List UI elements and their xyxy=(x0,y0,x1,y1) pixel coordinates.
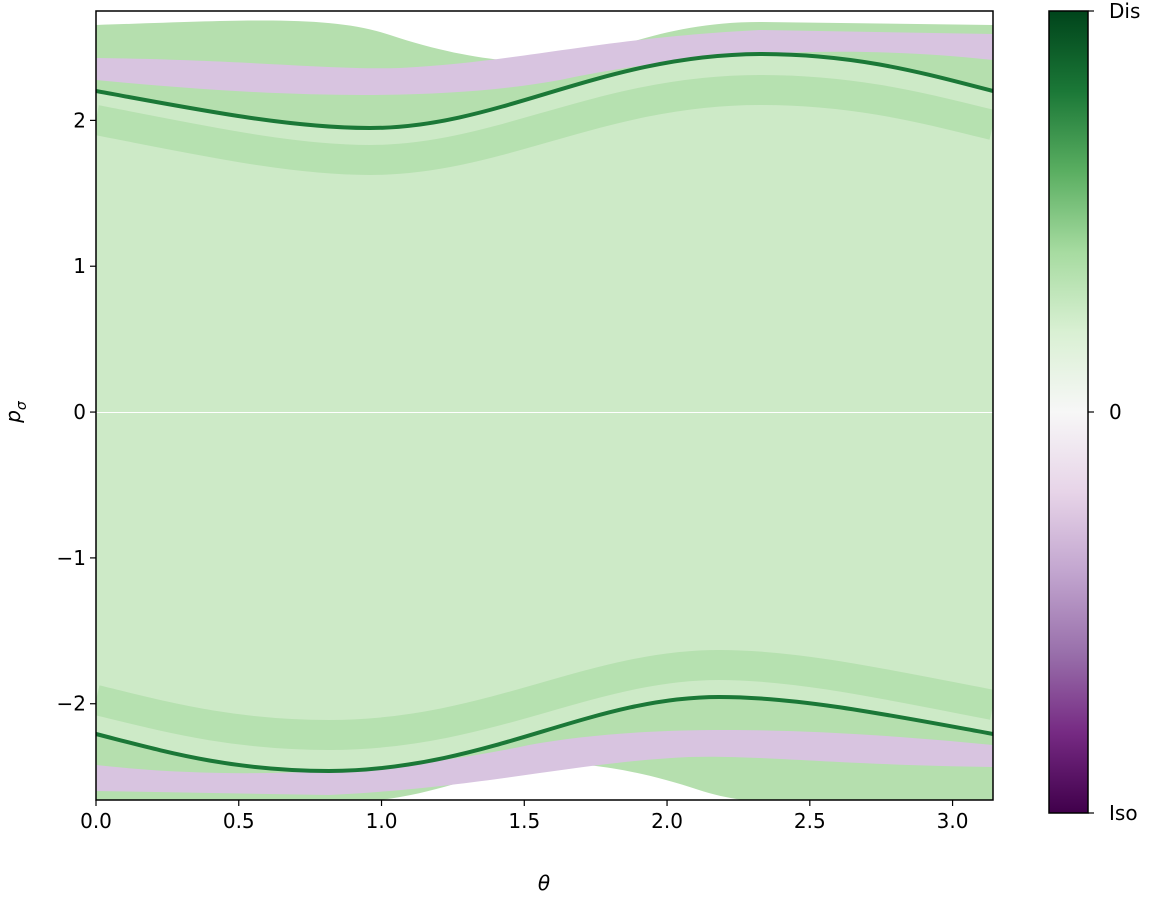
y-axis-label: pσ xyxy=(1,400,30,424)
x-tick-label: 2.0 xyxy=(651,809,683,833)
y-tick-label: −1 xyxy=(57,546,86,570)
colorbar-tick-label: Dis xyxy=(1109,0,1140,23)
x-tick-label: 1.5 xyxy=(508,809,540,833)
y-tick-label: 2 xyxy=(73,108,86,132)
y-tick-label: −2 xyxy=(57,692,86,716)
x-tick-label: 2.5 xyxy=(794,809,826,833)
y-label-subscript: σ xyxy=(14,400,30,410)
colorbar-tick-label: Iso xyxy=(1109,801,1138,825)
x-tick-label: 0.0 xyxy=(80,809,112,833)
x-tick-label: 0.5 xyxy=(223,809,255,833)
y-tick-label: 0 xyxy=(73,400,86,424)
x-tick-label: 1.0 xyxy=(366,809,398,833)
x-tick-label: 3.0 xyxy=(937,809,969,833)
x-axis-label: θ xyxy=(538,871,550,894)
plot-frame xyxy=(95,10,994,801)
colorbar-tick-label: 0 xyxy=(1109,400,1122,424)
y-tick-label: 1 xyxy=(73,254,86,278)
field xyxy=(96,21,993,805)
colorbar xyxy=(1048,10,1089,814)
y-label-base: p xyxy=(1,410,25,424)
